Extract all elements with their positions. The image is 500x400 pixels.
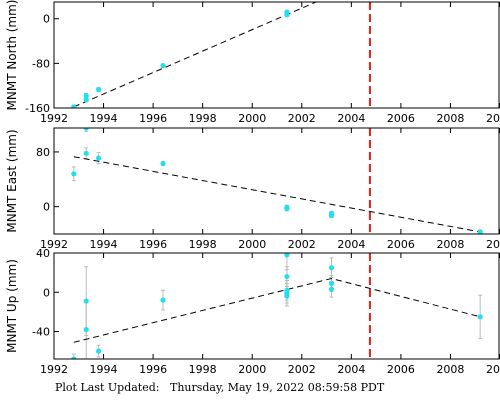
x-tick-label: 2006 xyxy=(387,238,415,251)
x-tick-label: 2002 xyxy=(288,238,316,251)
x-tick-label: 2004 xyxy=(337,112,365,125)
y-axis-label: MNMT Up (mm) xyxy=(5,259,19,353)
data-point xyxy=(96,348,102,354)
x-tick-label: 2002 xyxy=(288,363,316,376)
plot-area xyxy=(71,128,483,234)
y-tick-label: 0 xyxy=(43,13,50,26)
y-axis-label: MNMT North (mm) xyxy=(5,0,19,110)
x-tick-label: 2008 xyxy=(436,238,464,251)
x-tick-label: 1992 xyxy=(40,363,68,376)
axes-frame xyxy=(53,252,500,360)
data-point xyxy=(284,12,290,18)
x-tick-label: 2004 xyxy=(337,363,365,376)
y-tick-label: -40 xyxy=(32,326,50,339)
x-tick-label: 2006 xyxy=(387,363,415,376)
x-tick-label: 1998 xyxy=(189,363,217,376)
data-point xyxy=(328,280,335,287)
data-point xyxy=(160,297,166,303)
data-point xyxy=(71,356,77,359)
y-tick-label: 0 xyxy=(43,286,50,299)
x-tick-label: 2002 xyxy=(288,112,316,125)
data-point xyxy=(96,155,102,161)
data-point xyxy=(477,314,483,320)
x-tick-label: 2010 xyxy=(486,112,500,125)
x-tick-label: 1994 xyxy=(90,112,118,125)
data-point xyxy=(284,293,290,299)
x-tick-label: 2000 xyxy=(238,112,266,125)
data-point xyxy=(328,212,335,219)
y-tick-label: 0 xyxy=(43,201,50,214)
y-tick-label: 40 xyxy=(36,247,50,260)
data-point xyxy=(83,298,89,304)
data-point xyxy=(160,160,166,167)
x-tick-label: 1996 xyxy=(139,238,167,251)
x-tick-label: 2004 xyxy=(337,238,365,251)
y-tick-label: -80 xyxy=(32,57,50,70)
data-point xyxy=(83,97,89,103)
x-tick-label: 2000 xyxy=(238,363,266,376)
data-point xyxy=(284,206,290,212)
plot-area xyxy=(71,253,483,359)
x-tick-label: 2000 xyxy=(238,238,266,251)
data-point xyxy=(284,273,290,280)
data-point xyxy=(328,286,335,292)
axes-frame xyxy=(53,127,500,235)
trend-line xyxy=(73,277,481,343)
x-tick-label: 1994 xyxy=(90,363,118,376)
data-point xyxy=(96,86,102,93)
x-tick-label: 1992 xyxy=(40,238,68,251)
x-tick-label: 1992 xyxy=(40,112,68,125)
footer-label: Plot Last Updated: xyxy=(55,381,160,394)
x-tick-label: 2010 xyxy=(486,363,500,376)
x-tick-label: 2006 xyxy=(387,112,415,125)
trend-line xyxy=(73,2,318,108)
x-tick-label: 1994 xyxy=(90,238,118,251)
footer-date: Thursday, May 19, 2022 08:59:58 PDT xyxy=(169,381,385,394)
x-tick-label: 2008 xyxy=(436,112,464,125)
data-point xyxy=(83,128,89,131)
data-point xyxy=(160,63,166,69)
axes-frame xyxy=(53,1,500,109)
x-tick-label: 1998 xyxy=(189,238,217,251)
data-point xyxy=(71,104,77,108)
data-point xyxy=(71,171,77,177)
y-tick-label: 80 xyxy=(36,146,50,159)
x-tick-label: 2008 xyxy=(436,363,464,376)
x-tick-label: 1996 xyxy=(139,112,167,125)
panel-1: 1992 1994 1996 1998 2000 2002 2004 2006 2008 2010… xyxy=(5,0,500,125)
data-point xyxy=(83,150,89,156)
data-point xyxy=(477,229,483,234)
x-tick-label: 1996 xyxy=(139,363,167,376)
x-tick-label: 1998 xyxy=(189,112,217,125)
y-axis-label: MNMT East (mm) xyxy=(5,129,19,232)
data-point xyxy=(83,326,89,333)
x-tick-label: 2010 xyxy=(486,238,500,251)
trend-line xyxy=(73,156,481,233)
y-tick-label: -160 xyxy=(25,102,50,115)
plot-area xyxy=(71,2,371,108)
footer: Plot Last Updated: Thursday, May 19, 202… xyxy=(55,381,384,394)
data-point xyxy=(83,93,89,99)
data-point xyxy=(328,265,335,271)
panel-3: 1992 1994 1996 1998 2000 2002 2004 2006 2008 2010… xyxy=(5,247,500,376)
data-point xyxy=(284,253,290,258)
panel-2: 1992 1994 1996 1998 2000 2002 2004 2006 2008 2010… xyxy=(5,127,500,251)
